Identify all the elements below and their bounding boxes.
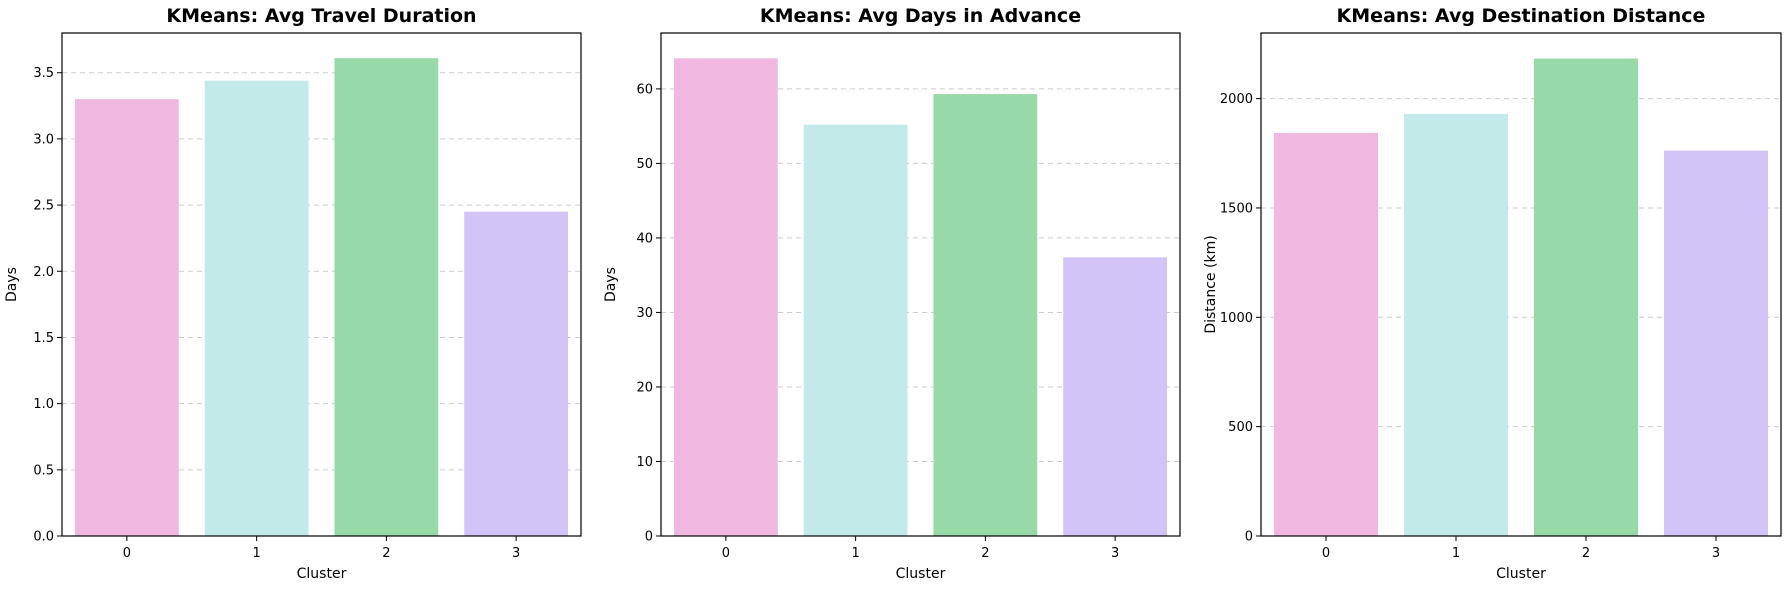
chart-title: KMeans: Avg Days in Advance — [760, 5, 1081, 27]
y-tick-label: 0 — [1245, 530, 1253, 545]
y-tick-label: 20 — [636, 380, 653, 395]
bar-cluster-2 — [933, 94, 1038, 536]
x-axis-label: Cluster — [297, 566, 347, 582]
chart-title: KMeans: Avg Destination Distance — [1337, 5, 1706, 27]
bar-cluster-2 — [1534, 58, 1638, 536]
plot-frame — [61, 32, 582, 537]
y-tick-label: 10 — [636, 455, 653, 470]
plot-frame — [1260, 32, 1782, 537]
x-tick-label: 3 — [1712, 546, 1720, 561]
bar-cluster-0 — [1274, 132, 1378, 536]
y-tick-label: 500 — [1228, 420, 1253, 435]
y-axis-label: Days — [603, 267, 619, 302]
y-tick-label: 40 — [636, 231, 653, 246]
x-tick-label: 1 — [252, 546, 260, 561]
chart-panel-destination-distance: KMeans: Avg Destination Distance Distanc… — [1203, 5, 1782, 582]
bar-cluster-3 — [1664, 150, 1768, 536]
plot-frame — [660, 32, 1181, 537]
chart-title: KMeans: Avg Travel Duration — [166, 5, 476, 27]
x-axis-label: Cluster — [896, 566, 946, 582]
bar-cluster-0 — [673, 58, 778, 536]
bar-cluster-0 — [74, 99, 179, 537]
bar-cluster-1 — [204, 80, 309, 536]
y-axis-label: Days — [4, 267, 20, 302]
bar-cluster-3 — [1063, 257, 1168, 536]
y-axis-label: Distance (km) — [1203, 235, 1219, 333]
y-tick-label: 2.5 — [33, 199, 54, 214]
y-tick-label: 0 — [645, 530, 653, 545]
chart-panel-travel-duration: KMeans: Avg Travel Duration Days Cluster… — [4, 5, 582, 582]
y-tick-label: 2000 — [1220, 92, 1253, 107]
y-tick-label: 3.0 — [33, 132, 54, 147]
x-tick-label: 1 — [851, 546, 859, 561]
y-tick-label: 1500 — [1220, 201, 1253, 216]
x-tick-label: 3 — [512, 546, 520, 561]
y-tick-label: 2.0 — [33, 265, 54, 280]
y-tick-label: 30 — [636, 306, 653, 321]
y-tick-label: 1000 — [1220, 311, 1253, 326]
y-tick-label: 1.5 — [33, 331, 54, 346]
x-tick-label: 1 — [1452, 546, 1460, 561]
y-tick-label: 60 — [636, 82, 653, 97]
x-tick-label: 2 — [981, 546, 989, 561]
y-tick-label: 1.0 — [33, 397, 54, 412]
x-tick-label: 0 — [1322, 546, 1330, 561]
x-tick-label: 2 — [382, 546, 390, 561]
x-tick-label: 0 — [722, 546, 730, 561]
y-tick-label: 0.0 — [33, 530, 54, 545]
chart-panel-days-in-advance: KMeans: Avg Days in Advance Days Cluster… — [603, 5, 1181, 582]
bar-cluster-1 — [1404, 113, 1508, 536]
x-tick-label: 2 — [1582, 546, 1590, 561]
y-tick-label: 3.5 — [33, 66, 54, 81]
bar-cluster-1 — [803, 124, 908, 536]
x-axis-label: Cluster — [1496, 566, 1546, 582]
bar-cluster-2 — [334, 58, 439, 537]
y-tick-label: 50 — [636, 157, 653, 172]
x-tick-label: 0 — [123, 546, 131, 561]
y-tick-label: 0.5 — [33, 463, 54, 478]
x-tick-label: 3 — [1111, 546, 1119, 561]
bar-cluster-3 — [464, 211, 569, 536]
